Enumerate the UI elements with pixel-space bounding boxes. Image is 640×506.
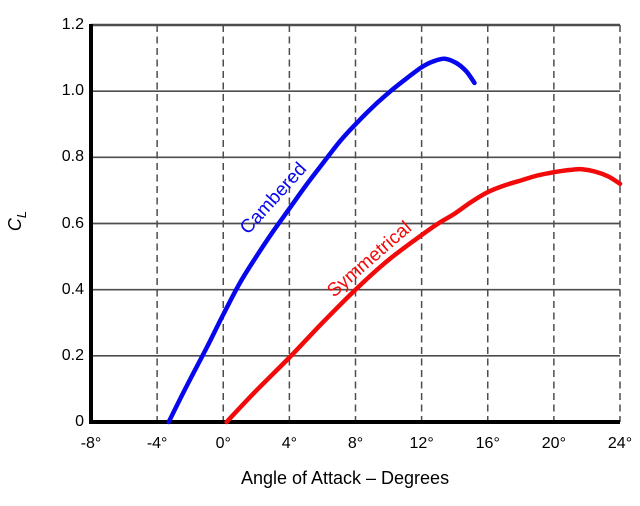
x-tick-label: 8° [347, 435, 364, 452]
y-tick-label: 0.2 [61, 346, 84, 364]
y-tick-label: 1.2 [61, 16, 84, 33]
x-tick-label: 4° [281, 435, 298, 452]
curve-cambered [166, 56, 477, 425]
y-tick-label: 0.6 [61, 214, 84, 232]
y-tick-label: 0.8 [61, 148, 84, 166]
y-tick-label: 0.4 [61, 280, 84, 298]
x-tick-label: 12° [409, 435, 434, 452]
y-tick-label: 0 [75, 413, 84, 430]
x-tick-label: 16° [475, 435, 500, 452]
x-tick-label: 20° [541, 435, 566, 452]
x-axis-title: Angle of Attack – Degrees [240, 468, 450, 488]
x-tick-label: -4° [146, 435, 168, 452]
x-tick-label: 24° [607, 435, 633, 452]
x-tick-label: 0° [215, 435, 231, 452]
y-tick-label: 1.0 [61, 82, 84, 100]
x-tick-label: -8° [80, 435, 102, 452]
curve-symmetrical [224, 166, 623, 425]
